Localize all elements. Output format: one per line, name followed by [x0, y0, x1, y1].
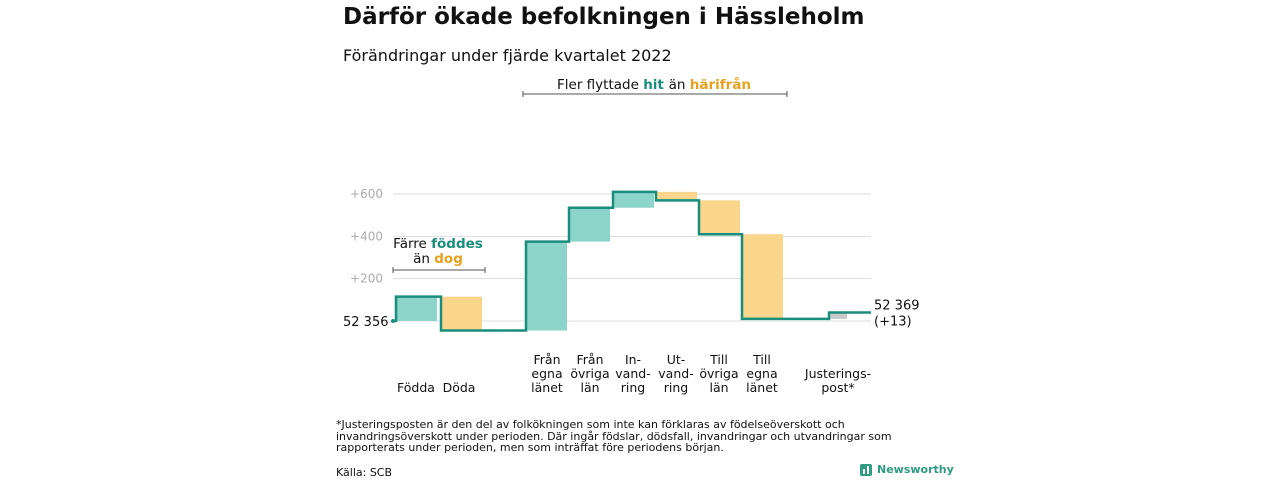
x-category-label: länet — [746, 380, 778, 395]
annotation-line-2: än dog — [413, 251, 463, 267]
annotation-text: än — [413, 251, 434, 267]
bar — [441, 296, 482, 331]
x-category-label: Från — [576, 352, 603, 367]
x-category-label: Döda — [443, 380, 476, 395]
x-category-label: In- — [625, 352, 641, 367]
y-tick-label: +400 — [350, 229, 383, 243]
brand-name: Newsworthy — [877, 463, 954, 476]
x-category-label: vand- — [658, 366, 693, 381]
y-tick-label: +200 — [350, 272, 383, 286]
annotation-text: än — [669, 77, 690, 93]
x-category-label: post* — [821, 380, 854, 395]
x-category-label: vand- — [615, 366, 650, 381]
annotation-highlight-decrease: dog — [434, 251, 463, 267]
bar — [829, 312, 847, 319]
x-category-label: egna — [746, 366, 777, 381]
x-category-label: Från — [533, 352, 560, 367]
bar — [526, 241, 567, 331]
annotation-highlight-decrease: härifrån — [690, 76, 751, 93]
x-category-label: Justerings- — [804, 366, 871, 381]
x-category-label: län — [709, 380, 728, 395]
annotation-migration: Fler flyttade hit än härifrån — [557, 76, 751, 93]
start-dot — [391, 319, 395, 323]
bar — [656, 191, 697, 201]
x-category-label: övriga — [570, 366, 609, 381]
x-category-label: Till — [709, 352, 728, 367]
annotation-line-1: Färre föddes — [393, 236, 483, 252]
annotation-highlight-increase: föddes — [431, 236, 483, 252]
x-category-label: länet — [531, 380, 563, 395]
start-value-label: 52 356 — [343, 315, 389, 330]
step-line — [393, 190, 871, 332]
x-category-label: Födda — [397, 380, 435, 395]
bar — [396, 296, 437, 321]
x-category-label: län — [580, 380, 599, 395]
x-category-label: Ut- — [667, 352, 686, 367]
x-category-label: Till — [752, 352, 771, 367]
bar — [613, 191, 654, 208]
footnote: *Justeringsposten är den del av folkökni… — [336, 418, 892, 454]
annotation-text: Fler flyttade — [557, 77, 643, 93]
x-category-label: ring — [621, 380, 645, 395]
brand-logo[interactable]: Newsworthy — [860, 463, 954, 476]
bar — [742, 234, 783, 319]
annotation-text: Färre — [393, 236, 431, 252]
y-tick-label: +600 — [350, 187, 383, 201]
bar — [699, 200, 740, 235]
chart-subtitle: Förändringar under fjärde kvartalet 2022 — [343, 46, 672, 65]
end-change-label: (+13) — [874, 315, 912, 330]
x-category-label: ring — [664, 380, 688, 395]
x-category-label: övriga — [699, 366, 738, 381]
chart-title: Därför ökade befolkningen i Hässleholm — [343, 4, 865, 30]
annotation-highlight-increase: hit — [643, 77, 668, 93]
source-credit: Källa: SCB — [336, 466, 393, 479]
end-value-label: 52 369 — [874, 299, 920, 314]
bar — [569, 207, 610, 242]
bar-chart-icon — [860, 463, 872, 476]
x-category-label: egna — [531, 366, 562, 381]
